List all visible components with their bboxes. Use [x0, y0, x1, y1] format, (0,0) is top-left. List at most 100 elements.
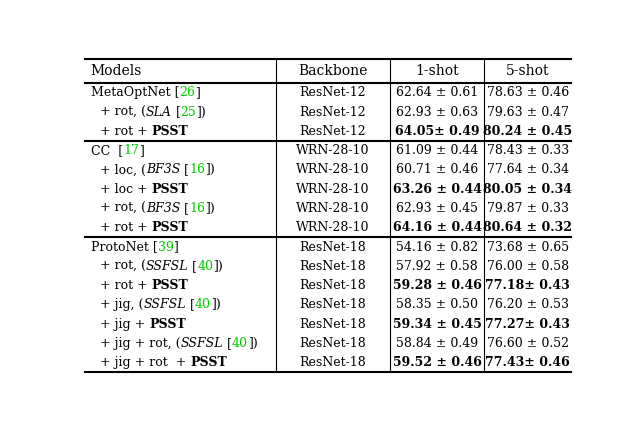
Text: 76.20 ± 0.53: 76.20 ± 0.53 — [486, 298, 569, 311]
Text: PSST: PSST — [152, 125, 188, 138]
Text: 61.09 ± 0.44: 61.09 ± 0.44 — [396, 144, 478, 157]
Text: ResNet-12: ResNet-12 — [300, 106, 366, 119]
Text: [: [ — [223, 337, 232, 350]
Text: 62.64 ± 0.61: 62.64 ± 0.61 — [396, 86, 478, 99]
Text: ResNet-18: ResNet-18 — [300, 337, 366, 350]
Text: 80.24 ± 0.45: 80.24 ± 0.45 — [483, 125, 572, 138]
Text: ResNet-18: ResNet-18 — [300, 298, 366, 311]
Text: ResNet-18: ResNet-18 — [300, 260, 366, 273]
Text: 63.26 ± 0.44: 63.26 ± 0.44 — [392, 183, 482, 196]
Text: SSFSL: SSFSL — [180, 337, 223, 350]
Text: + jig +: + jig + — [100, 318, 149, 330]
Text: 62.93 ± 0.63: 62.93 ± 0.63 — [396, 106, 478, 119]
Text: + rot, (: + rot, ( — [100, 260, 146, 273]
Text: [: [ — [180, 202, 189, 215]
Text: 64.16 ± 0.44: 64.16 ± 0.44 — [392, 221, 482, 234]
Text: Backbone: Backbone — [298, 64, 367, 78]
Text: 40: 40 — [197, 260, 213, 273]
Text: 40: 40 — [195, 298, 211, 311]
Text: ResNet-18: ResNet-18 — [300, 279, 366, 292]
Text: 64.05± 0.49: 64.05± 0.49 — [395, 125, 479, 138]
Text: ResNet-18: ResNet-18 — [300, 318, 366, 330]
Text: 25: 25 — [180, 106, 196, 119]
Text: 77.18± 0.43: 77.18± 0.43 — [485, 279, 570, 292]
Text: Models: Models — [90, 64, 141, 78]
Text: BF3S: BF3S — [146, 163, 180, 176]
Text: + jig, (: + jig, ( — [100, 298, 143, 311]
Text: [: [ — [172, 106, 180, 119]
Text: ]: ] — [139, 144, 144, 157]
Text: 16: 16 — [189, 202, 205, 215]
Text: ]: ] — [173, 241, 179, 254]
Text: 17: 17 — [123, 144, 139, 157]
Text: 58.35 ± 0.50: 58.35 ± 0.50 — [396, 298, 478, 311]
Text: ]: ] — [195, 86, 200, 99]
Text: 79.87 ± 0.33: 79.87 ± 0.33 — [486, 202, 569, 215]
Text: 59.28 ± 0.46: 59.28 ± 0.46 — [393, 279, 481, 292]
Text: 58.84 ± 0.49: 58.84 ± 0.49 — [396, 337, 478, 350]
Text: ]): ]) — [205, 202, 215, 215]
Text: MetaOptNet [: MetaOptNet [ — [91, 86, 179, 99]
Text: WRN-28-10: WRN-28-10 — [296, 202, 370, 215]
Text: 73.68 ± 0.65: 73.68 ± 0.65 — [486, 241, 569, 254]
Text: + loc, (: + loc, ( — [100, 163, 146, 176]
Text: 5-shot: 5-shot — [506, 64, 549, 78]
Text: 62.93 ± 0.45: 62.93 ± 0.45 — [396, 202, 478, 215]
Text: 59.34 ± 0.45: 59.34 ± 0.45 — [393, 318, 481, 330]
Text: BF3S: BF3S — [146, 202, 180, 215]
Text: ]): ]) — [213, 260, 223, 273]
Text: 77.43± 0.46: 77.43± 0.46 — [485, 356, 570, 369]
Text: ]): ]) — [205, 163, 215, 176]
Text: [: [ — [186, 298, 195, 311]
Text: 77.27± 0.43: 77.27± 0.43 — [485, 318, 570, 330]
Text: 60.71 ± 0.46: 60.71 ± 0.46 — [396, 163, 478, 176]
Text: 78.63 ± 0.46: 78.63 ± 0.46 — [486, 86, 569, 99]
Text: 78.43 ± 0.33: 78.43 ± 0.33 — [486, 144, 569, 157]
Text: [: [ — [188, 260, 197, 273]
Text: WRN-28-10: WRN-28-10 — [296, 183, 370, 196]
Text: SLA: SLA — [146, 106, 172, 119]
Text: ]): ]) — [196, 106, 206, 119]
Text: WRN-28-10: WRN-28-10 — [296, 144, 370, 157]
Text: PSST: PSST — [152, 183, 188, 196]
Text: 40: 40 — [232, 337, 248, 350]
Text: 39: 39 — [157, 241, 173, 254]
Text: 76.60 ± 0.52: 76.60 ± 0.52 — [486, 337, 569, 350]
Text: WRN-28-10: WRN-28-10 — [296, 221, 370, 234]
Text: ResNet-18: ResNet-18 — [300, 241, 366, 254]
Text: 76.00 ± 0.58: 76.00 ± 0.58 — [486, 260, 569, 273]
Text: + rot +: + rot + — [100, 279, 152, 292]
Text: ResNet-12: ResNet-12 — [300, 125, 366, 138]
Text: + rot +: + rot + — [100, 125, 152, 138]
Text: + jig + rot  +: + jig + rot + — [100, 356, 190, 369]
Text: CC  [: CC [ — [91, 144, 123, 157]
Text: ResNet-12: ResNet-12 — [300, 86, 366, 99]
Text: PSST: PSST — [152, 279, 188, 292]
Text: 80.64 ± 0.32: 80.64 ± 0.32 — [483, 221, 572, 234]
Text: 57.92 ± 0.58: 57.92 ± 0.58 — [396, 260, 478, 273]
Text: WRN-28-10: WRN-28-10 — [296, 163, 370, 176]
Text: 26: 26 — [179, 86, 195, 99]
Text: SSFSL: SSFSL — [146, 260, 188, 273]
Text: SSFSL: SSFSL — [143, 298, 186, 311]
Text: PSST: PSST — [149, 318, 186, 330]
Text: + jig + rot, (: + jig + rot, ( — [100, 337, 180, 350]
Text: ]): ]) — [211, 298, 220, 311]
Text: [: [ — [180, 163, 189, 176]
Text: + rot +: + rot + — [100, 221, 152, 234]
Text: + loc +: + loc + — [100, 183, 152, 196]
Text: 79.63 ± 0.47: 79.63 ± 0.47 — [486, 106, 569, 119]
Text: 80.05 ± 0.34: 80.05 ± 0.34 — [483, 183, 572, 196]
Text: 77.64 ± 0.34: 77.64 ± 0.34 — [486, 163, 569, 176]
Text: 59.52 ± 0.46: 59.52 ± 0.46 — [393, 356, 481, 369]
Text: PSST: PSST — [152, 221, 188, 234]
Text: 54.16 ± 0.82: 54.16 ± 0.82 — [396, 241, 478, 254]
Text: ProtoNet [: ProtoNet [ — [91, 241, 157, 254]
Text: + rot, (: + rot, ( — [100, 202, 146, 215]
Text: ]): ]) — [248, 337, 257, 350]
Text: + rot, (: + rot, ( — [100, 106, 146, 119]
Text: PSST: PSST — [190, 356, 227, 369]
Text: 1-shot: 1-shot — [415, 64, 459, 78]
Text: 16: 16 — [189, 163, 205, 176]
Text: ResNet-18: ResNet-18 — [300, 356, 366, 369]
